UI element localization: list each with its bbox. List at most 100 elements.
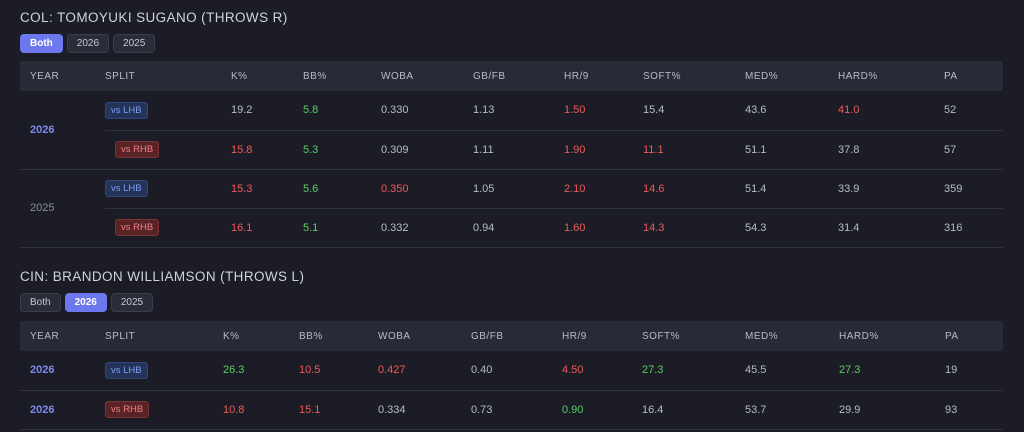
stat-gb-fb: 0.40 — [471, 351, 562, 391]
stat-hard-pct: 41.0 — [838, 91, 944, 131]
stat-pa: 57 — [944, 130, 1003, 170]
splits-table: YEAR SPLIT K% BB% WOBA GB/FB HR/9 SOFT% … — [20, 61, 1003, 248]
stat-hard-pct: 37.8 — [838, 130, 944, 170]
stat-hr9: 0.90 — [562, 390, 642, 430]
col-header-hr9[interactable]: HR/9 — [562, 321, 642, 351]
stat-bb-pct: 15.1 — [299, 390, 378, 430]
tab-both[interactable]: Both — [20, 293, 61, 312]
stat-pa: 52 — [944, 91, 1003, 131]
splits-body: 2026 vs LHB 26.3 10.5 0.427 0.40 4.50 27.3 45.5 2… — [20, 351, 1003, 430]
col-header-woba[interactable]: WOBA — [378, 321, 471, 351]
split-badge: vs RHB — [115, 141, 160, 158]
stat-med-pct: 43.6 — [745, 91, 838, 131]
col-header-woba[interactable]: WOBA — [381, 61, 473, 91]
col-header-split[interactable]: SPLIT — [105, 321, 223, 351]
stat-pa: 93 — [945, 390, 1003, 430]
table-row: 2026 vs LHB 19.2 5.8 0.330 1.13 1.50 15.4 43.6 41… — [20, 91, 1003, 170]
year-cell: 2025 — [20, 169, 105, 248]
stat-bb-pct: 5.1 — [303, 208, 381, 248]
split-badge: vs RHB — [115, 219, 160, 236]
stat-woba: 0.332 — [381, 208, 473, 248]
stat-woba: 0.350 — [381, 169, 473, 209]
stat-k-pct: 19.2 — [231, 91, 303, 131]
split-cell: vs RHB — [105, 208, 231, 248]
year-cell[interactable]: 2026 — [20, 91, 105, 170]
col-header-bb-pct[interactable]: BB% — [299, 321, 378, 351]
table-row: 2026 vs LHB 26.3 10.5 0.427 0.40 4.50 27.3 45.5 2… — [20, 351, 1003, 391]
stat-hr9: 1.60 — [564, 208, 643, 248]
stat-woba: 0.427 — [378, 351, 471, 391]
col-header-pa[interactable]: PA — [945, 321, 1003, 351]
col-header-k-pct[interactable]: K% — [223, 321, 299, 351]
stat-bb-pct: 5.6 — [303, 169, 381, 209]
stat-hard-pct: 33.9 — [838, 169, 944, 209]
split-cell: vs RHB — [105, 390, 223, 430]
col-header-hr9[interactable]: HR/9 — [564, 61, 643, 91]
stat-soft-pct: 14.3 — [643, 208, 745, 248]
split-cell: vs RHB — [105, 130, 231, 170]
col-header-gb-fb[interactable]: GB/FB — [473, 61, 564, 91]
col-header-split[interactable]: SPLIT — [105, 61, 231, 91]
tab-2026[interactable]: 2026 — [64, 293, 107, 312]
stat-gb-fb: 1.11 — [473, 130, 564, 170]
col-header-med-pct[interactable]: MED% — [745, 61, 838, 91]
stat-med-pct: 45.5 — [745, 351, 839, 391]
tab-2025[interactable]: 2025 — [113, 34, 156, 53]
table-header-row: YEAR SPLIT K% BB% WOBA GB/FB HR/9 SOFT% … — [20, 321, 1003, 351]
split-cell: vs LHB — [105, 91, 231, 131]
stat-k-pct: 26.3 — [223, 351, 299, 391]
split-cell: vs LHB — [105, 169, 231, 209]
section-title: COL: TOMOYUKI SUGANO (THROWS R) — [20, 10, 288, 25]
stat-hr9: 4.50 — [562, 351, 642, 391]
stat-gb-fb: 0.94 — [473, 208, 564, 248]
stat-woba: 0.334 — [378, 390, 471, 430]
stat-soft-pct: 16.4 — [642, 390, 745, 430]
table-row: 2026 vs RHB 10.8 15.1 0.334 0.73 0.90 16.4 53.7 2… — [20, 390, 1003, 430]
year-cell[interactable]: 2026 — [20, 390, 105, 430]
table-row: vs RHB 15.8 5.3 0.309 1.11 1.90 11.1 51.1 37.8 57 — [20, 130, 1003, 170]
stat-hr9: 2.10 — [564, 169, 643, 209]
table-row: 2025 vs LHB 15.3 5.6 0.350 1.05 2.10 14.6 51.4 33… — [20, 169, 1003, 248]
col-header-year[interactable]: YEAR — [20, 321, 105, 351]
season-tabs: Both 2026 2025 — [20, 34, 156, 53]
col-header-hard-pct[interactable]: HARD% — [839, 321, 945, 351]
col-header-hard-pct[interactable]: HARD% — [838, 61, 944, 91]
col-header-bb-pct[interactable]: BB% — [303, 61, 381, 91]
stat-pa: 19 — [945, 351, 1003, 391]
split-badge: vs LHB — [105, 361, 148, 379]
stat-soft-pct: 14.6 — [643, 169, 745, 209]
table-row: vs RHB 16.1 5.1 0.332 0.94 1.60 14.3 54.3 31.4 31… — [20, 208, 1003, 248]
split-badge: vs LHB — [105, 180, 148, 197]
col-header-soft-pct[interactable]: SOFT% — [643, 61, 745, 91]
section-title: CIN: BRANDON WILLIAMSON (THROWS L) — [20, 269, 305, 284]
col-header-k-pct[interactable]: K% — [231, 61, 303, 91]
stat-soft-pct: 11.1 — [643, 130, 745, 170]
col-header-med-pct[interactable]: MED% — [745, 321, 839, 351]
stat-hard-pct: 29.9 — [839, 390, 945, 430]
tab-both[interactable]: Both — [20, 34, 63, 53]
tab-2025[interactable]: 2025 — [110, 293, 154, 312]
stat-woba: 0.330 — [381, 91, 473, 131]
season-tabs: Both 2026 2025 — [20, 293, 154, 312]
splits-body: 2026 vs LHB 19.2 5.8 0.330 1.13 1.50 15.4 43.6 41… — [20, 91, 1003, 248]
stat-pa: 359 — [944, 169, 1003, 209]
col-header-year[interactable]: YEAR — [20, 61, 105, 91]
col-header-soft-pct[interactable]: SOFT% — [642, 321, 745, 351]
stat-bb-pct: 10.5 — [299, 351, 378, 391]
stat-bb-pct: 5.8 — [303, 91, 381, 131]
col-header-pa[interactable]: PA — [944, 61, 1003, 91]
stat-gb-fb: 0.73 — [471, 390, 562, 430]
stat-k-pct: 15.8 — [231, 130, 303, 170]
stat-woba: 0.309 — [381, 130, 473, 170]
stat-hr9: 1.90 — [564, 130, 643, 170]
split-badge: vs RHB — [105, 401, 150, 418]
year-cell[interactable]: 2026 — [20, 351, 105, 391]
stat-med-pct: 51.1 — [745, 130, 838, 170]
split-badge: vs LHB — [105, 101, 148, 119]
stat-soft-pct: 27.3 — [642, 351, 745, 391]
col-header-gb-fb[interactable]: GB/FB — [471, 321, 562, 351]
stat-gb-fb: 1.13 — [473, 91, 564, 131]
tab-2026[interactable]: 2026 — [66, 34, 110, 53]
stat-k-pct: 15.3 — [231, 169, 303, 209]
stat-hr9: 1.50 — [564, 91, 643, 131]
